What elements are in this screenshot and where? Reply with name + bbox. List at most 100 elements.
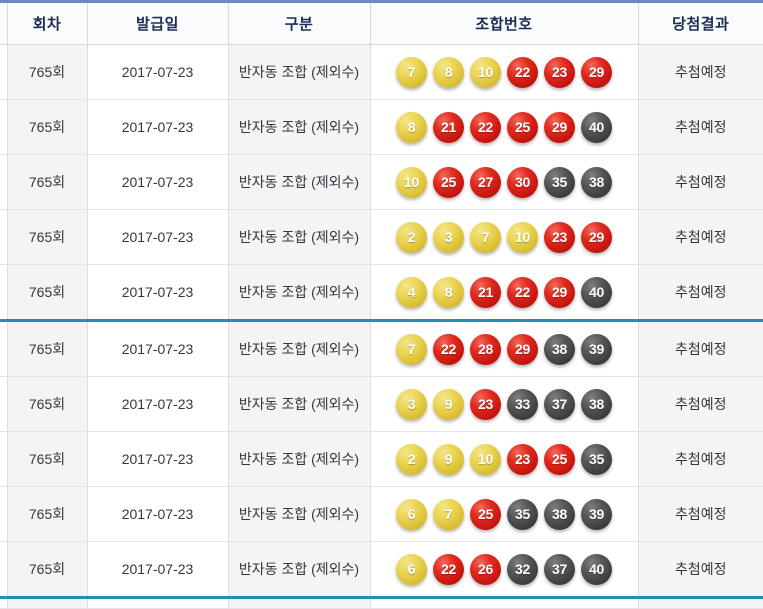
table-row[interactable]: 765회 2017-07-23 반자동 조합 (제외수) 3 9 23 33 37 38 추첨예정 (0, 376, 763, 432)
table-row[interactable]: 765회 2017-07-23 반자동 조합 (제외수) 2 3 7 10 23 29 추첨예정 (0, 209, 763, 265)
cell-result: 추첨예정 (638, 99, 763, 155)
cell-round: 765회 (7, 44, 88, 100)
cell-type: 반자동 조합 (제외수) (228, 541, 371, 599)
number-ball-group: 10 25 27 30 35 38 (371, 155, 638, 209)
number-ball: 32 (507, 553, 538, 585)
number-ball: 22 (507, 276, 538, 308)
cell-numbers: 4 8 21 22 29 40 (370, 264, 639, 322)
number-ball: 9 (433, 388, 464, 420)
cell-round: 765회 (7, 99, 88, 155)
number-ball: 29 (581, 221, 612, 253)
cell-date: 2017-07-23 (87, 264, 229, 322)
number-ball: 3 (433, 221, 464, 253)
cell-date: 2017-07-23 (87, 376, 229, 432)
column-header-type: 구분 (228, 1, 371, 45)
number-ball: 9 (433, 443, 464, 475)
cell-round: 765회 (7, 154, 88, 210)
row-spacer (0, 44, 8, 100)
number-ball: 35 (544, 166, 575, 198)
number-ball: 37 (544, 553, 575, 585)
number-ball: 10 (507, 221, 538, 253)
number-ball: 39 (581, 333, 612, 365)
row-spacer (0, 320, 8, 377)
table-row[interactable]: 765회 2017-07-23 반자동 조합 (제외수) 6 7 25 35 38 39 추첨예정 (0, 486, 763, 542)
number-ball: 7 (470, 221, 501, 253)
table-body: 765회 2017-07-23 반자동 조합 (제외수) 7 8 10 22 23 29 추첨예정… (0, 44, 763, 609)
number-ball: 2 (396, 221, 427, 253)
cell-numbers: 6 22 26 32 37 40 (370, 541, 639, 599)
column-header-numbers: 조합번호 (370, 1, 639, 45)
number-ball: 7 (396, 333, 427, 365)
table-row[interactable]: 765회 2017-07-23 반자동 조합 (제외수) 8 21 22 25 29 40 추첨예… (0, 99, 763, 155)
number-ball: 33 (507, 388, 538, 420)
table-row[interactable]: 765회 2017-07-23 반자동 조합 (제외수) 6 22 26 32 37 40 추첨예… (0, 541, 763, 599)
cell-type: 반자동 조합 (제외수) (228, 154, 371, 210)
table-row[interactable]: 765회 2017-07-23 반자동 조합 (제외수) 2 9 10 23 25 35 추첨예정 (0, 431, 763, 487)
row-spacer (0, 486, 8, 542)
number-ball: 23 (544, 56, 575, 88)
header-row: 회차 발급일 구분 조합번호 당첨결과 (0, 1, 763, 45)
number-ball-group: 2 3 7 10 23 29 (371, 210, 638, 264)
cell-numbers: 3 9 23 33 37 38 (370, 376, 639, 432)
cell-round: 765회 (7, 320, 88, 377)
number-ball: 23 (470, 388, 501, 420)
cell-numbers: 6 7 25 35 38 39 (370, 486, 639, 542)
cell-numbers: 7 22 28 29 38 39 (370, 320, 639, 377)
number-ball: 39 (581, 498, 612, 530)
cell-result: 추첨예정 (638, 154, 763, 210)
number-ball: 25 (470, 498, 501, 530)
cell-date: 2017-07-23 (87, 486, 229, 542)
number-ball-group: 3 9 23 33 37 38 (371, 377, 638, 431)
cell-type: 반자동 조합 (제외수) (228, 44, 371, 100)
cell-round: 765회 (7, 376, 88, 432)
cell-type: 반자동 조합 (제외수) (228, 320, 371, 377)
row-spacer (0, 99, 8, 155)
number-ball: 29 (581, 56, 612, 88)
cell-date: 2017-07-23 (87, 431, 229, 487)
number-ball: 29 (544, 111, 575, 143)
row-spacer (0, 154, 8, 210)
column-header-date: 발급일 (87, 1, 229, 45)
cell-result: 추첨예정 (638, 541, 763, 599)
cell-date: 2017-07-23 (87, 99, 229, 155)
row-spacer (0, 431, 8, 487)
number-ball: 26 (470, 553, 501, 585)
cell-numbers: 7 8 10 22 23 29 (370, 44, 639, 100)
header-spacer (0, 1, 8, 45)
cell-round: 765회 (7, 209, 88, 265)
cell-result: 추첨예정 (638, 44, 763, 100)
number-ball: 3 (396, 388, 427, 420)
number-ball: 23 (507, 443, 538, 475)
cell-type: 반자동 조합 (제외수) (228, 264, 371, 322)
cell-round: 765회 (7, 541, 88, 599)
number-ball: 25 (507, 111, 538, 143)
table-row[interactable]: 765회 2017-07-23 반자동 조합 (제외수) 7 8 10 22 23 29 추첨예정 (0, 44, 763, 100)
cell-round: 765회 (7, 264, 88, 322)
number-ball: 10 (470, 56, 501, 88)
cell-numbers: 10 25 27 30 35 38 (370, 154, 639, 210)
number-ball-group: 2 9 10 23 25 35 (371, 432, 638, 486)
row-spacer (0, 541, 8, 599)
number-ball: 10 (470, 443, 501, 475)
number-ball-group: 6 22 26 32 37 40 (371, 542, 638, 596)
column-header-result: 당첨결과 (638, 1, 763, 45)
number-ball-group: 7 22 28 29 38 39 (371, 322, 638, 376)
number-ball-group: 8 21 22 25 29 40 (371, 100, 638, 154)
number-ball: 4 (396, 276, 427, 308)
cell-numbers: 2 9 10 23 25 35 (370, 431, 639, 487)
table-row[interactable]: 765회 2017-07-23 반자동 조합 (제외수) 10 25 27 30 35 38 추첨… (0, 154, 763, 210)
cell-numbers: 2 3 7 10 23 29 (370, 209, 639, 265)
number-ball: 40 (581, 276, 612, 308)
number-ball: 40 (581, 111, 612, 143)
table-row[interactable]: 765회 2017-07-23 반자동 조합 (제외수) 4 8 21 22 29 40 추첨예정 (0, 264, 763, 322)
number-ball: 40 (581, 553, 612, 585)
number-ball: 27 (470, 166, 501, 198)
number-ball: 6 (396, 553, 427, 585)
number-ball: 35 (581, 443, 612, 475)
table-row[interactable]: 765회 2017-07-23 반자동 조합 (제외수) 7 22 28 29 38 39 추첨예… (0, 320, 763, 377)
number-ball: 22 (433, 553, 464, 585)
cell-type: 반자동 조합 (제외수) (228, 376, 371, 432)
number-ball-group: 7 8 10 22 23 29 (371, 45, 638, 99)
cell-round: 765회 (7, 486, 88, 542)
